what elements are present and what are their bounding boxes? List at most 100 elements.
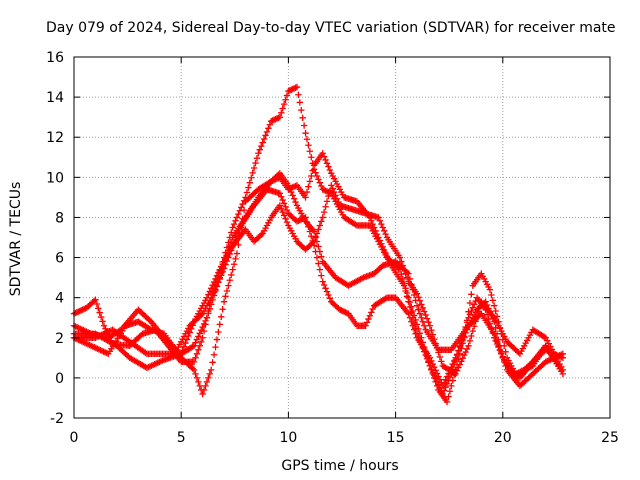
data-point <box>219 306 226 313</box>
data-point <box>410 326 418 333</box>
data-markers <box>70 83 567 406</box>
data-point <box>172 345 179 352</box>
data-point <box>233 214 241 221</box>
data-point <box>243 189 251 196</box>
data-point <box>208 285 215 292</box>
data-point <box>188 325 195 333</box>
data-point <box>212 343 219 351</box>
data-point <box>192 370 199 378</box>
data-point <box>438 358 445 365</box>
data-point <box>425 359 432 366</box>
data-point <box>402 287 409 295</box>
data-point <box>233 250 241 257</box>
data-point <box>213 336 221 343</box>
data-point <box>313 254 321 261</box>
data-point <box>501 342 508 349</box>
data-point <box>319 214 326 221</box>
data-point <box>203 378 211 386</box>
data-point <box>451 357 458 365</box>
data-point <box>258 142 265 150</box>
x-tick-label: 15 <box>387 430 405 446</box>
data-point <box>423 355 431 362</box>
data-point <box>325 192 332 200</box>
data-point <box>458 340 465 347</box>
data-point <box>330 188 338 196</box>
y-tick-label: 6 <box>55 251 64 267</box>
data-point <box>468 307 475 315</box>
data-point <box>232 217 239 224</box>
data-point <box>443 380 451 388</box>
data-point <box>409 307 416 315</box>
data-point <box>189 365 196 372</box>
data-point <box>432 340 439 347</box>
data-point <box>276 190 284 197</box>
data-point <box>320 281 328 289</box>
data-point <box>198 338 205 345</box>
data-point <box>198 311 205 319</box>
data-point <box>246 179 254 186</box>
data-point <box>289 184 296 191</box>
data-point <box>378 220 385 228</box>
data-point <box>433 344 441 352</box>
data-point <box>190 358 198 366</box>
data-point <box>278 193 285 200</box>
data-point <box>240 197 248 204</box>
data-point <box>190 342 198 349</box>
data-point <box>420 322 428 329</box>
data-point <box>433 370 441 377</box>
data-point <box>305 183 312 190</box>
data-point <box>496 346 504 354</box>
data-point <box>323 188 331 195</box>
x-tick-label: 0 <box>70 430 79 446</box>
data-point <box>305 223 312 231</box>
data-point <box>472 297 479 305</box>
data-point <box>93 300 101 308</box>
data-point <box>306 178 314 185</box>
plot-frame <box>73 56 611 419</box>
data-point <box>312 248 319 255</box>
data-point <box>336 306 344 313</box>
data-point <box>206 288 213 295</box>
data-point <box>315 260 322 267</box>
data-point <box>375 234 382 241</box>
data-point <box>326 295 334 302</box>
data-point <box>282 215 289 222</box>
data-point <box>285 186 292 193</box>
data-point <box>410 291 418 299</box>
data-point <box>283 206 291 214</box>
data-point <box>440 387 448 394</box>
data-point <box>455 364 462 371</box>
data-point <box>308 172 315 180</box>
data-point <box>440 379 448 386</box>
data-point <box>415 294 422 301</box>
data-point <box>273 175 281 182</box>
data-point <box>269 177 276 184</box>
data-point <box>306 228 314 235</box>
data-point <box>195 378 202 386</box>
y-tick-label: 12 <box>46 130 64 146</box>
y-axis-label: SDTVAR / TECUs <box>8 182 24 297</box>
data-point <box>398 258 405 265</box>
data-point <box>352 221 359 228</box>
data-point <box>296 99 304 106</box>
data-point <box>375 214 382 221</box>
data-point <box>199 390 206 398</box>
data-point <box>205 291 212 298</box>
data-point <box>299 215 306 222</box>
data-point <box>263 128 271 136</box>
data-point <box>183 336 191 343</box>
data-point <box>270 176 278 184</box>
data-point <box>322 203 329 210</box>
data-point <box>436 376 444 383</box>
data-point <box>220 298 228 305</box>
data-point <box>178 350 185 358</box>
data-point <box>455 347 462 354</box>
data-point <box>465 314 472 321</box>
data-point <box>413 321 421 328</box>
data-point <box>229 224 236 231</box>
data-point <box>208 366 215 374</box>
data-point <box>282 203 289 210</box>
data-point <box>465 342 472 349</box>
y-tick-label: 16 <box>46 50 64 66</box>
x-tick-label: 20 <box>494 430 512 446</box>
